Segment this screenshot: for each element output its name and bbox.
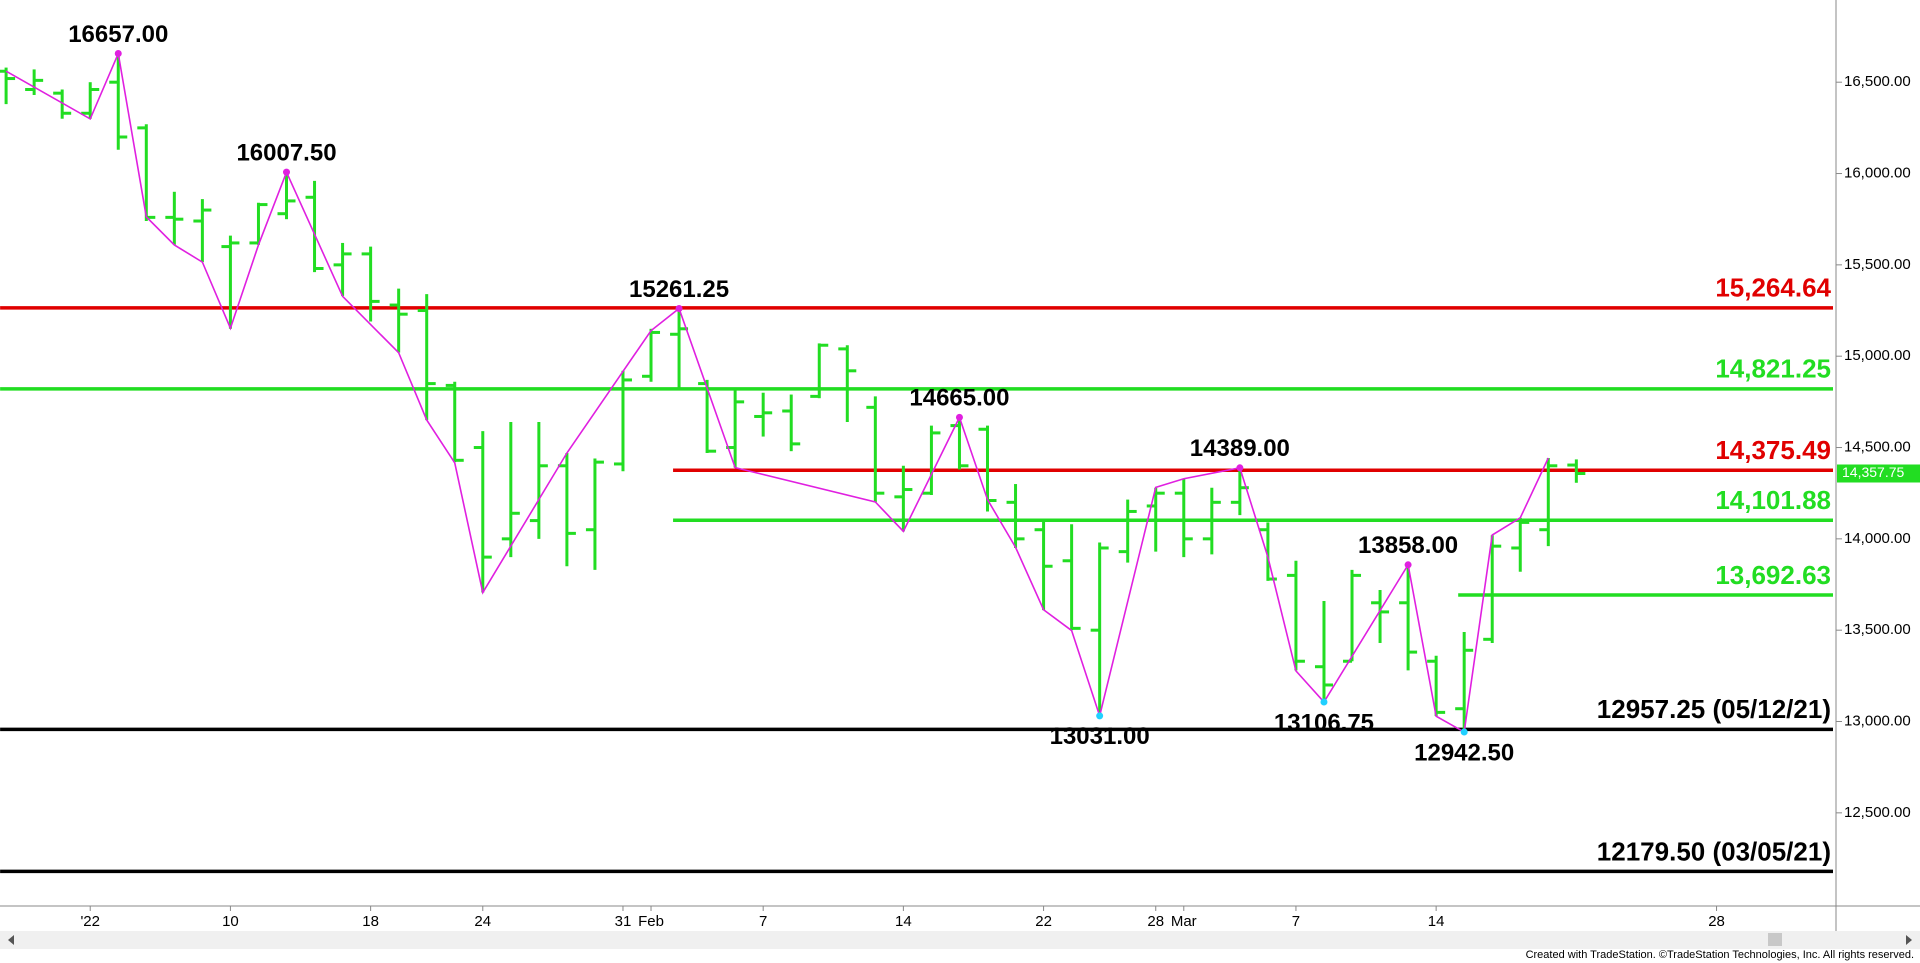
y-tick-label: 13,000.00: [1844, 712, 1911, 729]
level-label: 14,375.49: [1715, 435, 1831, 465]
scroll-thumb[interactable]: [1768, 933, 1782, 946]
level-label: 12957.25 (05/12/21): [1597, 694, 1831, 724]
scrollbar[interactable]: [0, 931, 1920, 949]
x-tick-label: Feb: [638, 913, 664, 930]
pivot-dot: [114, 50, 122, 58]
y-tick-label: 12,500.00: [1844, 804, 1911, 821]
x-tick-label: 28: [1708, 913, 1725, 930]
footer: Created with TradeStation. ©TradeStation…: [1525, 949, 1914, 961]
pivot-label: 14665.00: [909, 385, 1009, 412]
level-label: 14,821.25: [1715, 354, 1831, 384]
pivot-label: 13106.75: [1274, 709, 1374, 736]
x-tick-label: '22: [80, 913, 100, 930]
scroll-right[interactable]: [1906, 935, 1912, 945]
trend-line: [5, 50, 1550, 734]
pivot-label: 15261.25: [629, 276, 729, 303]
x-tick-label: 22: [1035, 913, 1052, 930]
pivot-dot: [1236, 464, 1244, 472]
pivot-label: 14389.00: [1190, 435, 1290, 462]
y-tick-label: 16,500.00: [1844, 73, 1911, 90]
x-tick-label: 24: [474, 913, 491, 930]
pivot-label: 16007.50: [236, 140, 336, 167]
last-price-label: 14,357.75: [1842, 464, 1904, 480]
x-tick-label: 18: [362, 913, 379, 930]
x-tick-label: Mar: [1171, 913, 1197, 930]
x-tick-label: 14: [895, 913, 912, 930]
level-label: 12179.50 (03/05/21): [1597, 836, 1831, 866]
x-tick-label: 14: [1428, 913, 1445, 930]
scroll-left[interactable]: [8, 935, 14, 945]
y-tick-label: 13,500.00: [1844, 621, 1911, 638]
y-tick-label: 14,000.00: [1844, 530, 1911, 547]
last-price-box: [1837, 464, 1920, 483]
level-label: 14,101.88: [1715, 485, 1831, 515]
x-tick-label: 7: [1292, 913, 1300, 930]
pivot-dot: [675, 304, 683, 312]
x-tick-label: 28: [1147, 913, 1164, 930]
pivot-dot: [1320, 698, 1328, 706]
pivot-dot: [955, 413, 963, 421]
pivot-label: 12942.50: [1414, 739, 1514, 766]
x-tick-label: 7: [759, 913, 767, 930]
pivot-label: 13031.00: [1050, 723, 1150, 750]
pivot-dot: [1404, 561, 1412, 569]
x-tick-label: 31: [615, 913, 632, 930]
x-tick-label: 10: [222, 913, 239, 930]
level-label: 13,692.63: [1715, 560, 1831, 590]
y-tick-label: 15,000.00: [1844, 347, 1911, 364]
pivot-dot: [1460, 728, 1468, 736]
pivot-label: 13858.00: [1358, 532, 1458, 559]
y-tick-label: 16,000.00: [1844, 164, 1911, 181]
pivot-dot: [1096, 712, 1104, 720]
y-tick-label: 14,500.00: [1844, 438, 1911, 455]
y-tick-label: 15,500.00: [1844, 256, 1911, 273]
pivot-label: 16657.00: [68, 21, 168, 48]
pivot-dot: [283, 168, 290, 176]
level-label: 15,264.64: [1715, 273, 1831, 303]
